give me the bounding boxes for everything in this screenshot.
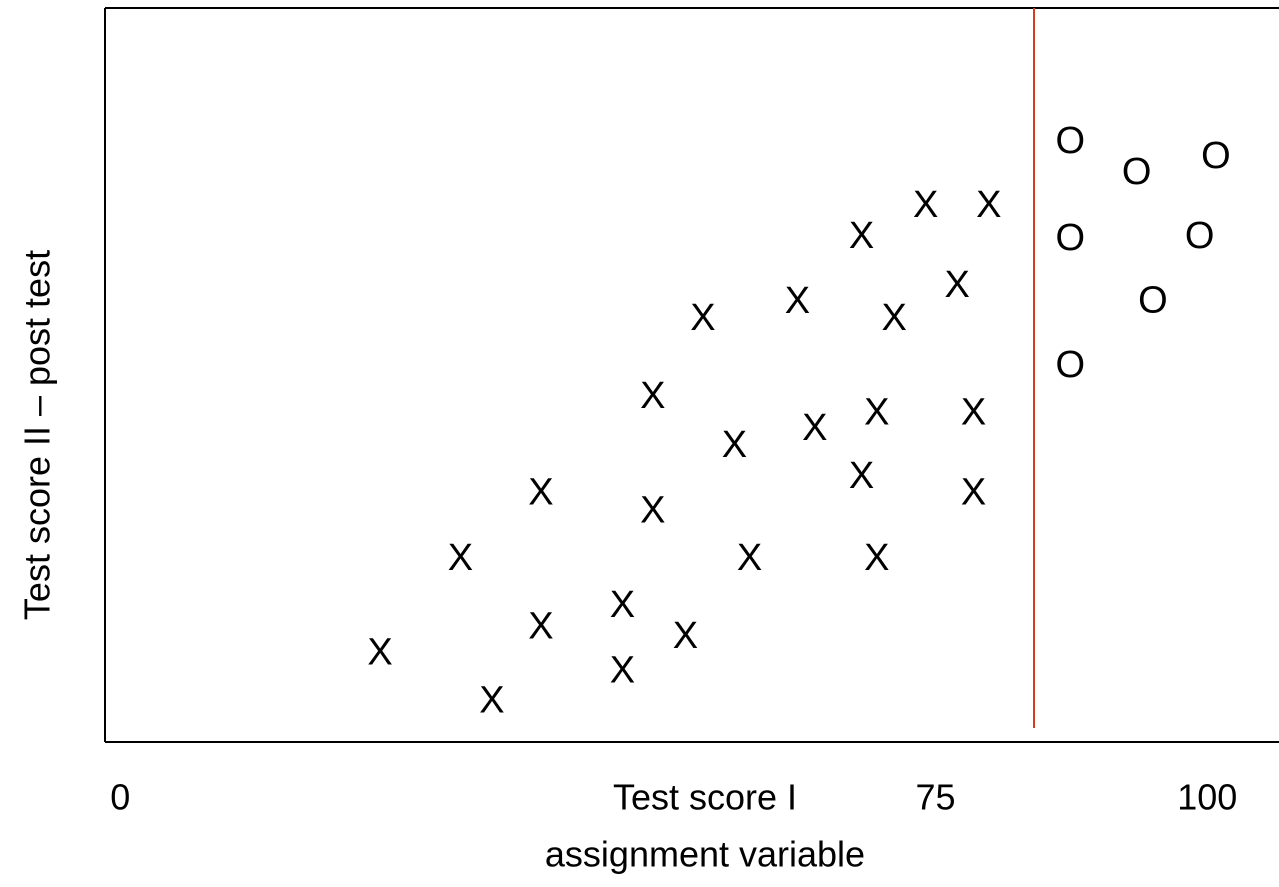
scatter-point: X	[945, 264, 970, 306]
scatter-point: O	[1201, 135, 1231, 177]
scatter-point: X	[448, 537, 473, 579]
y-axis-label: Test score II – post test	[17, 250, 58, 620]
scatter-point: X	[640, 489, 665, 531]
scatter-point: X	[849, 215, 874, 257]
scatter-point: X	[864, 537, 889, 579]
scatter-point: X	[367, 632, 392, 674]
scatter-point: X	[528, 605, 553, 647]
scatter-point: O	[1122, 151, 1152, 193]
scatter-point: X	[610, 584, 635, 626]
x-axis-label: Test score I	[613, 777, 797, 818]
scatter-point: X	[849, 455, 874, 497]
scatter-point: X	[882, 297, 907, 339]
scatter-point: X	[528, 472, 553, 514]
x-tick-label: 0	[110, 777, 130, 818]
scatter-point: O	[1056, 120, 1086, 162]
scatter-point: X	[640, 375, 665, 417]
scatter-point: O	[1056, 217, 1086, 259]
scatter-point: X	[913, 184, 938, 226]
scatter-point: X	[802, 407, 827, 449]
x-tick-label: 100	[1177, 777, 1237, 818]
scatter-point: X	[479, 679, 504, 721]
scatter-point: O	[1056, 344, 1086, 386]
x-axis-label: assignment variable	[545, 834, 865, 875]
scatter-point: X	[722, 424, 747, 466]
scatter-point: X	[785, 280, 810, 322]
scatter-point: X	[737, 537, 762, 579]
scatter-point: X	[690, 297, 715, 339]
scatter-point: O	[1138, 279, 1168, 321]
scatter-point: X	[976, 184, 1001, 226]
scatter-point: O	[1185, 215, 1215, 257]
scatter-point: X	[961, 392, 986, 434]
scatter-point: X	[864, 392, 889, 434]
x-tick-label: 75	[915, 777, 955, 818]
scatter-point: X	[961, 472, 986, 514]
scatter-point: X	[673, 615, 698, 657]
scatter-point: X	[610, 649, 635, 691]
